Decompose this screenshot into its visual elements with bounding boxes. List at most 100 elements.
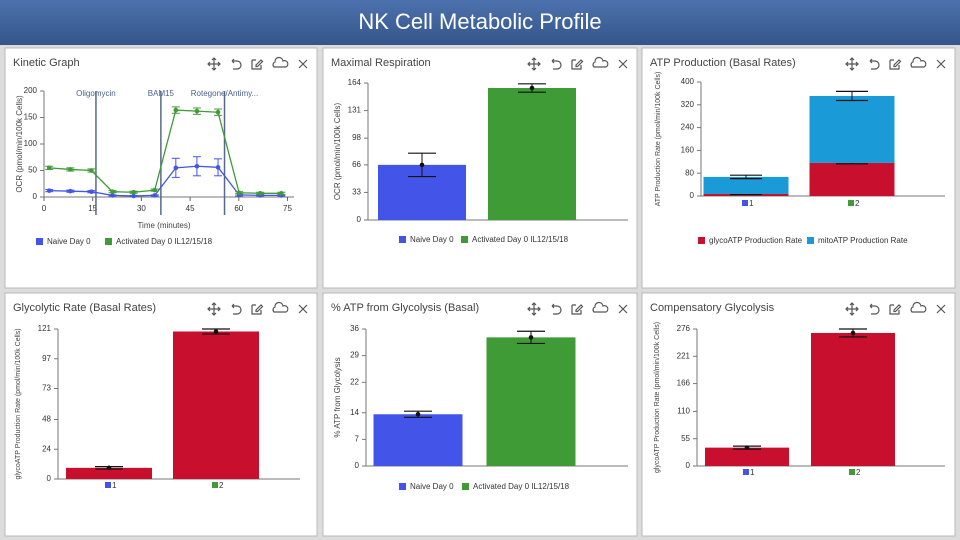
- close-icon[interactable]: [298, 304, 308, 314]
- undo-icon[interactable]: [551, 303, 562, 315]
- y-tick-label: 0: [686, 461, 691, 470]
- bar: [173, 331, 259, 479]
- close-icon[interactable]: [936, 59, 946, 69]
- legend-label: Naive Day 0: [410, 235, 454, 244]
- data-point: [89, 168, 94, 173]
- edit-icon[interactable]: [571, 59, 584, 70]
- data-point: [89, 189, 94, 194]
- data-point: [110, 189, 115, 194]
- series-line: [49, 165, 282, 197]
- x-tick-label: 1: [750, 468, 755, 477]
- bar: [705, 447, 789, 466]
- cloud-icon[interactable]: [592, 56, 609, 68]
- y-tick-label: 200: [24, 86, 38, 95]
- legend-swatch: [36, 238, 43, 245]
- y-tick-label: 0: [690, 191, 695, 200]
- legend-swatch: [105, 238, 112, 245]
- y-tick-label: 150: [24, 113, 38, 122]
- data-point: [131, 193, 136, 199]
- y-tick-label: 100: [24, 139, 38, 148]
- data-point: [131, 189, 136, 195]
- edit-icon[interactable]: [571, 304, 584, 315]
- y-tick-label: 48: [42, 415, 51, 424]
- data-point: [257, 190, 263, 196]
- undo-icon[interactable]: [869, 58, 880, 70]
- y-tick-label: 24: [42, 444, 51, 453]
- edit-icon[interactable]: [889, 304, 902, 315]
- close-icon[interactable]: [618, 59, 628, 69]
- undo-icon[interactable]: [231, 58, 242, 70]
- undo-icon[interactable]: [551, 58, 562, 70]
- bar: [486, 337, 576, 466]
- y-tick-label: 131: [348, 106, 362, 115]
- move-icon[interactable]: [527, 302, 541, 316]
- panel: [641, 47, 956, 289]
- y-axis-label: ATP Production Rate (pmol/min/100k Cells…: [655, 72, 662, 207]
- panel-title: Maximal Respiration: [331, 57, 431, 69]
- x-tick-label: 1: [112, 481, 117, 490]
- cloud-icon[interactable]: [910, 56, 927, 68]
- x-tick-label: 2: [855, 199, 860, 208]
- value-dot: [850, 330, 856, 336]
- bar-segment: [809, 162, 895, 196]
- data-point: [67, 167, 73, 172]
- y-tick-label: 121: [38, 324, 52, 333]
- close-icon[interactable]: [618, 304, 628, 314]
- cloud-icon[interactable]: [272, 56, 289, 68]
- y-tick-label: 14: [350, 408, 359, 417]
- edit-icon[interactable]: [889, 59, 902, 70]
- x-tick-label: 75: [283, 204, 292, 213]
- value-dot: [529, 85, 535, 91]
- move-icon[interactable]: [845, 57, 859, 71]
- undo-icon[interactable]: [231, 303, 242, 315]
- move-icon[interactable]: [207, 57, 221, 71]
- move-icon[interactable]: [207, 302, 221, 316]
- cloud-icon[interactable]: [592, 301, 609, 313]
- bar-segment: [809, 95, 895, 163]
- undo-icon[interactable]: [869, 303, 880, 315]
- y-tick-label: 221: [677, 351, 691, 360]
- data-point: [194, 163, 200, 169]
- panel: [641, 292, 956, 537]
- panel: [322, 292, 638, 537]
- data-point: [46, 165, 52, 171]
- close-icon[interactable]: [936, 304, 946, 314]
- cloud-icon[interactable]: [272, 301, 289, 313]
- y-tick-label: 276: [677, 324, 691, 333]
- page-title: NK Cell Metabolic Profile: [358, 9, 601, 34]
- y-tick-label: 55: [681, 434, 690, 443]
- y-tick-label: 50: [28, 166, 37, 175]
- value-dot: [419, 162, 425, 168]
- y-tick-label: 36: [350, 324, 359, 333]
- edit-icon[interactable]: [251, 304, 264, 315]
- legend-label: Activated Day 0 IL12/15/18: [472, 235, 569, 244]
- panel: [322, 47, 638, 289]
- y-tick-label: 164: [348, 78, 362, 87]
- bar: [811, 332, 895, 466]
- y-tick-label: 166: [677, 379, 691, 388]
- y-axis-label: OCR (pmol/min/100k Cells): [15, 95, 24, 193]
- y-tick-label: 73: [42, 384, 51, 393]
- move-icon[interactable]: [845, 302, 859, 316]
- y-tick-label: 66: [352, 160, 361, 169]
- legend-label: Naive Day 0: [47, 237, 91, 246]
- y-tick-label: 7: [355, 434, 360, 443]
- x-tick-label: 2: [219, 481, 224, 490]
- data-point: [152, 193, 158, 198]
- y-tick-label: 0: [33, 192, 38, 201]
- x-tick-label: 15: [88, 204, 97, 213]
- event-label: BAM15: [148, 89, 175, 98]
- value-dot: [415, 411, 421, 417]
- value-dot: [528, 335, 534, 340]
- y-tick-label: 97: [42, 354, 51, 363]
- event-label: Rotegone/Antimy...: [191, 89, 258, 98]
- move-icon[interactable]: [527, 57, 541, 71]
- edit-icon[interactable]: [251, 59, 264, 70]
- close-icon[interactable]: [298, 59, 308, 69]
- panel-title: ATP Production (Basal Rates): [650, 57, 796, 69]
- panel-title: Glycolytic Rate (Basal Rates): [13, 302, 156, 314]
- data-point: [173, 165, 179, 171]
- cloud-icon[interactable]: [910, 301, 927, 313]
- y-tick-label: 80: [685, 168, 694, 177]
- legend-swatch: [399, 483, 406, 490]
